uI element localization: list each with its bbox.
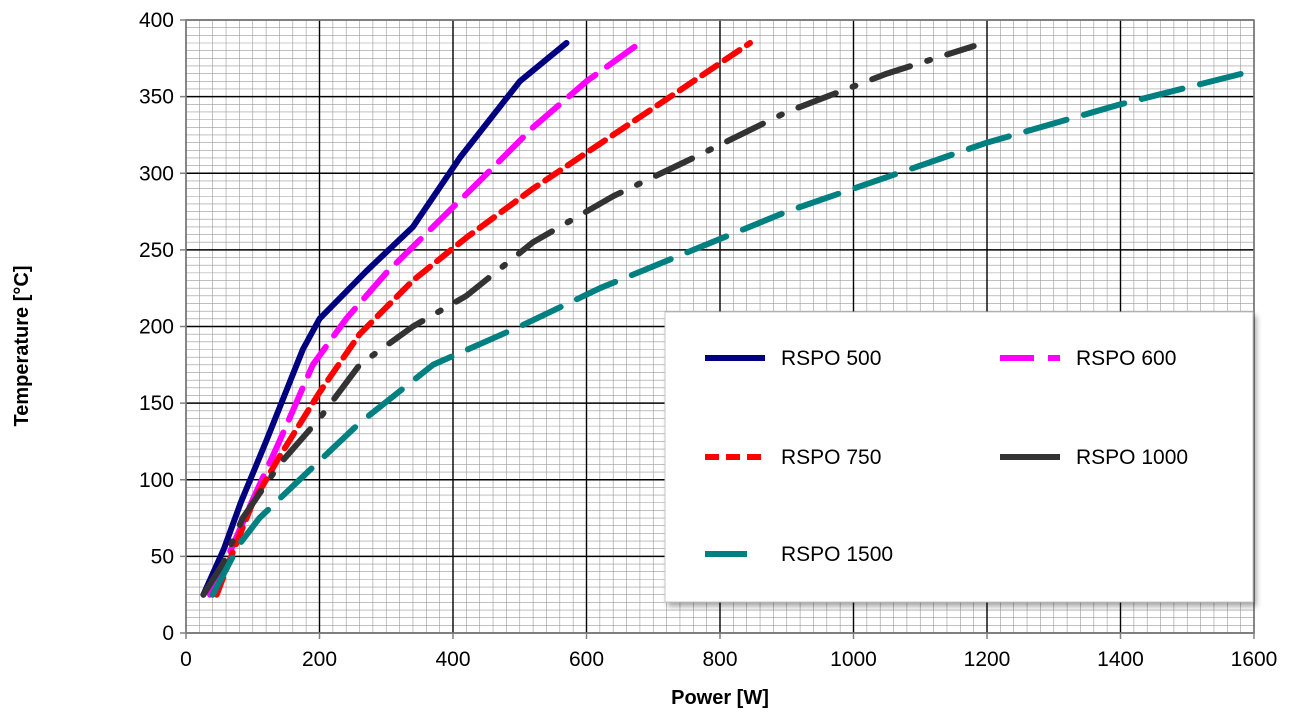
x-tick-label: 1000 — [830, 648, 877, 671]
series-layer — [200, 40, 1257, 598]
x-tick-label: 600 — [569, 648, 604, 671]
series-line-rspo-1000 — [200, 43, 977, 598]
y-tick-label: 200 — [139, 316, 174, 339]
x-axis-title: Power [W] — [671, 687, 769, 709]
x-axis-ticks: 0 200 400 600 800 1000 1200 1400 1600 — [180, 633, 1277, 671]
x-tick-label: 1600 — [1231, 648, 1278, 671]
legend-label: RSPO 600 — [1076, 347, 1176, 370]
y-tick-label: 150 — [139, 392, 174, 415]
x-tick-label: 0 — [180, 648, 192, 671]
y-tick-label: 0 — [162, 622, 174, 645]
legend: RSPO 500 RSPO 600 RSPO 750 RSPO 1000 RSPO 15… — [664, 311, 1254, 603]
y-axis-title: Temperature [°C] — [11, 266, 33, 427]
x-tick-label: 1200 — [964, 648, 1011, 671]
x-tick-label: 1400 — [1097, 648, 1144, 671]
series-line-rspo-600 — [207, 40, 643, 598]
x-tick-label: 400 — [435, 648, 470, 671]
x-tick-label: 200 — [302, 648, 337, 671]
y-tick-label: 50 — [151, 545, 174, 568]
y-tick-label: 350 — [139, 86, 174, 109]
legend-label: RSPO 750 — [781, 446, 881, 469]
y-tick-label: 250 — [139, 239, 174, 262]
series-line-rspo-1500 — [209, 67, 1257, 598]
legend-label: RSPO 1000 — [1076, 446, 1188, 469]
legend-label: RSPO 1500 — [781, 543, 893, 566]
y-axis-ticks: 0 50 100 150 200 250 300 350 400 — [139, 9, 186, 645]
y-tick-label: 100 — [139, 469, 174, 492]
y-tick-label: 300 — [139, 162, 174, 185]
series-line-rspo-500 — [200, 40, 570, 598]
y-tick-label: 400 — [139, 9, 174, 32]
x-tick-label: 800 — [702, 648, 737, 671]
legend-label: RSPO 500 — [781, 347, 881, 370]
